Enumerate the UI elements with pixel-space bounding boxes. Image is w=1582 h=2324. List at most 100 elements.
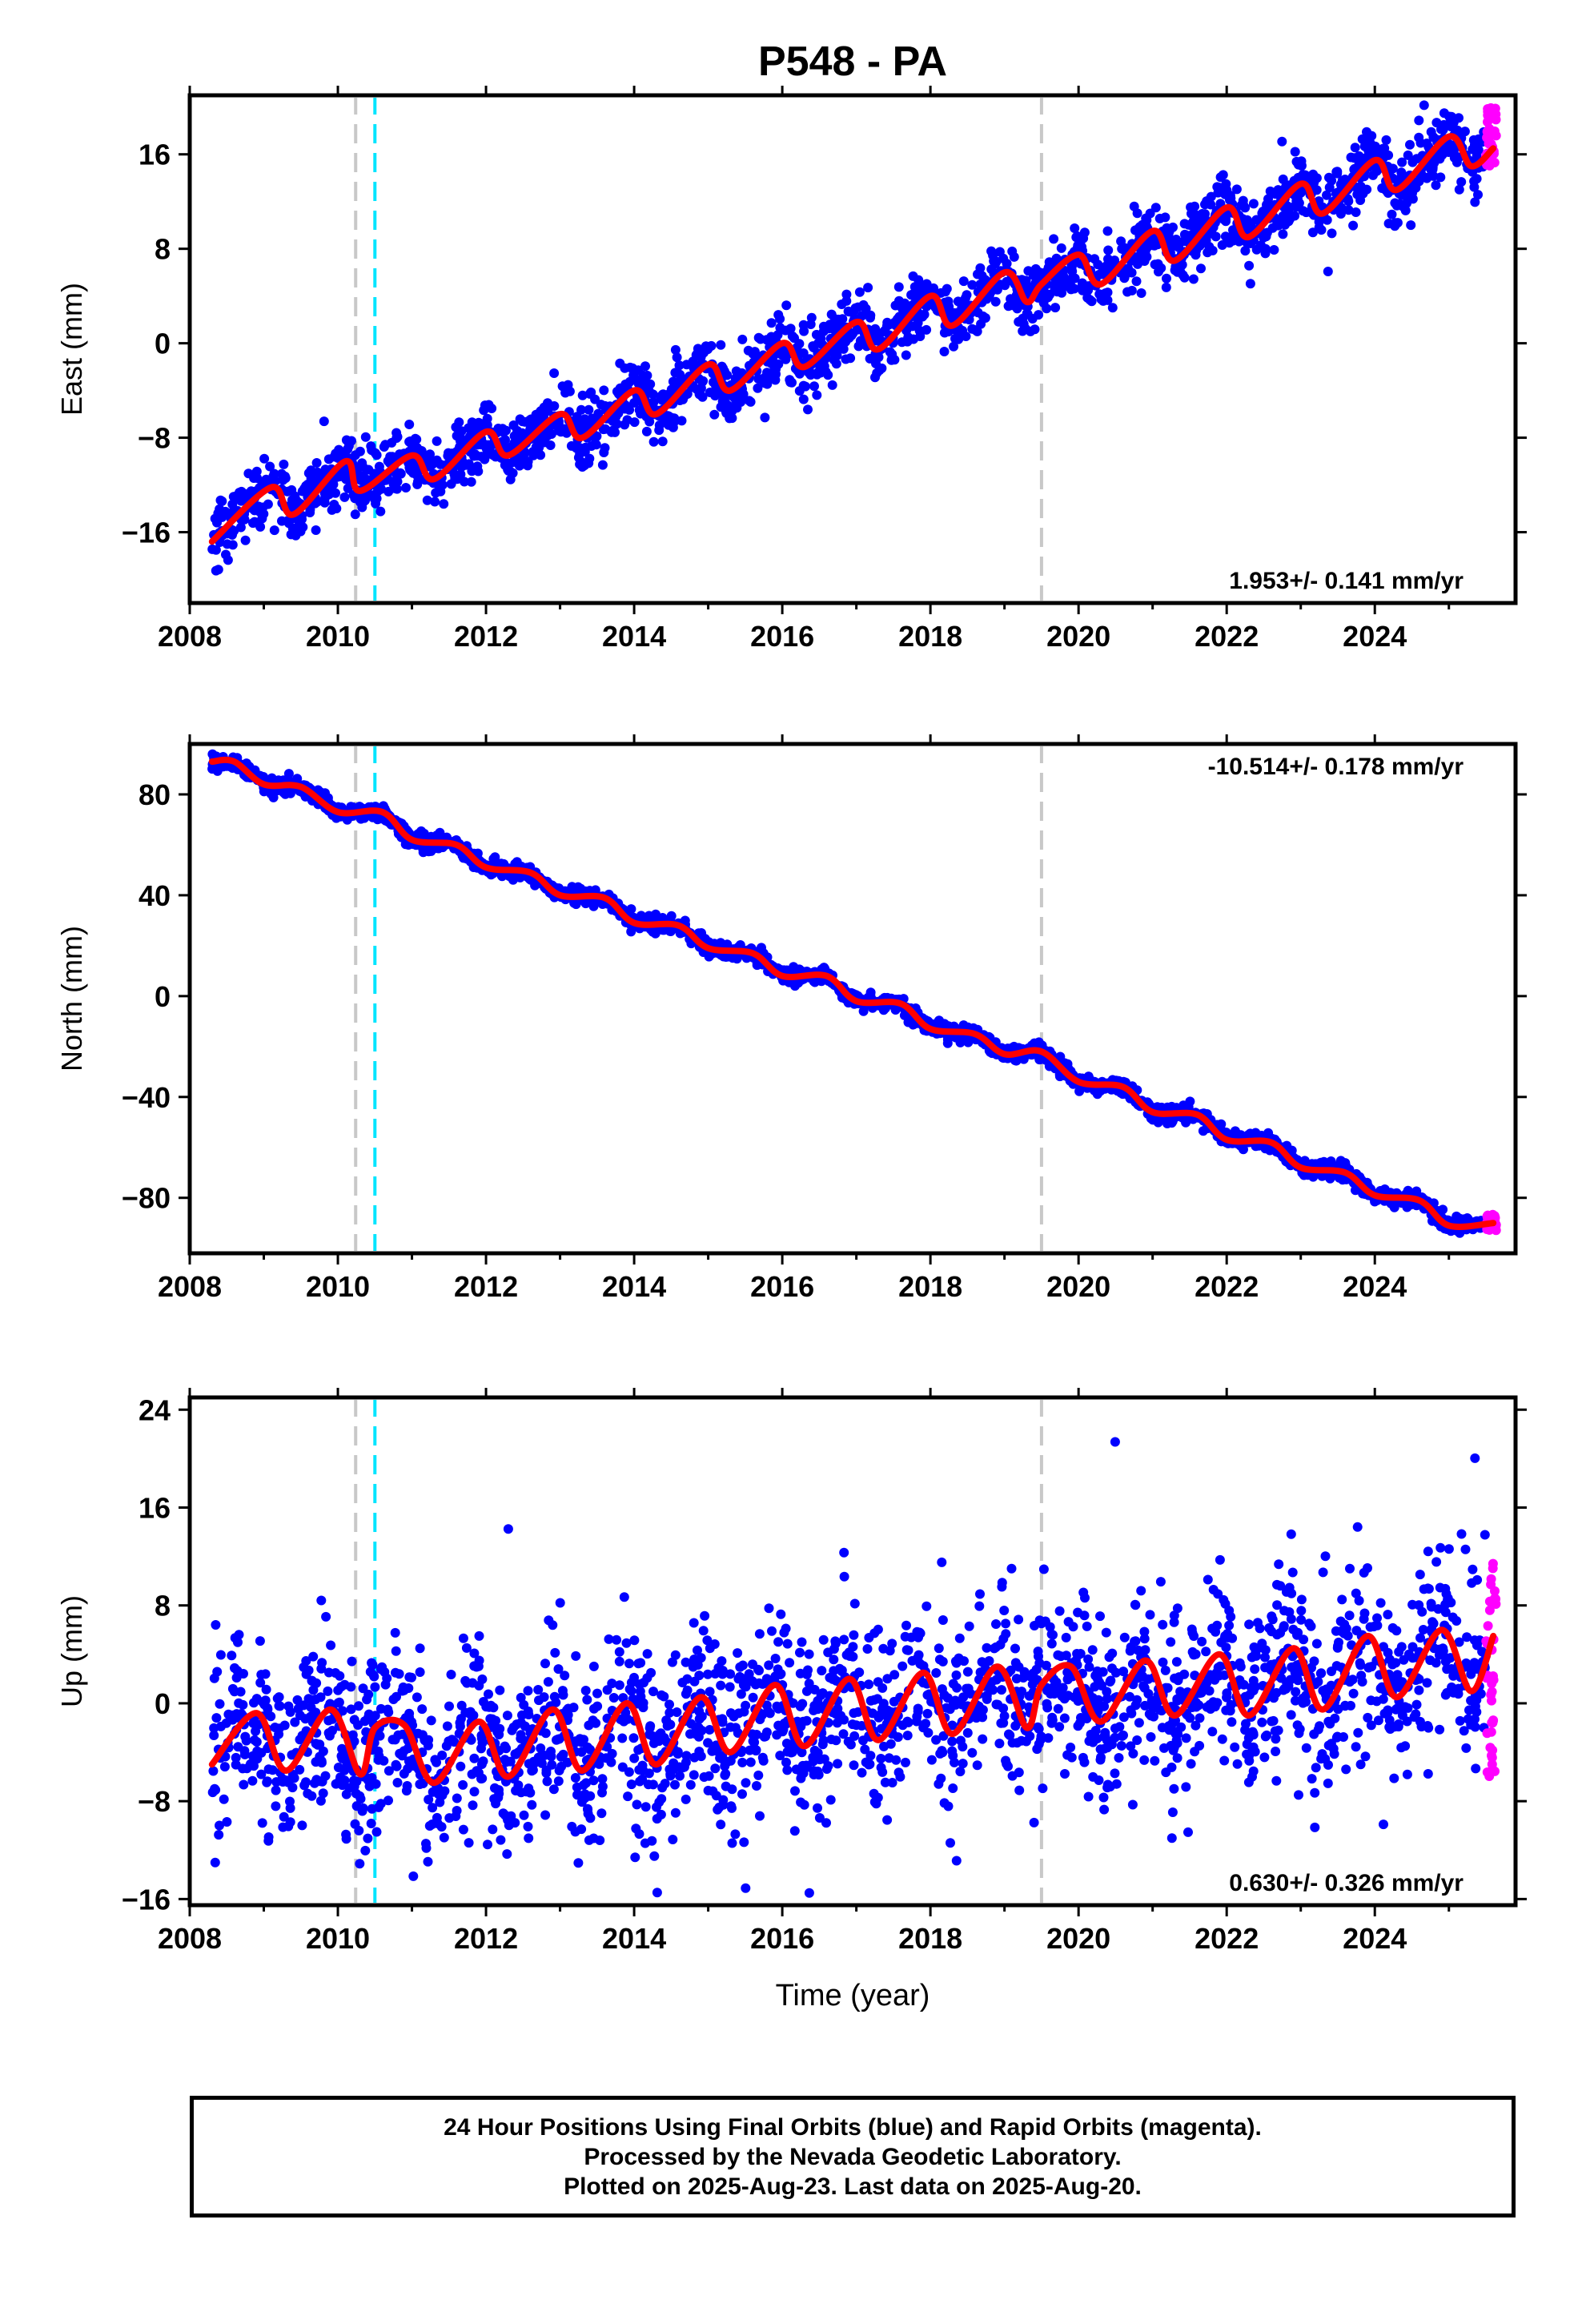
east-final-point	[753, 383, 763, 393]
up-final-point	[864, 1679, 874, 1690]
east-final-point	[430, 497, 440, 507]
east-final-point	[1454, 184, 1464, 195]
east-final-point	[213, 508, 223, 518]
east-final-point	[213, 565, 223, 575]
east-final-point	[854, 287, 865, 297]
east-final-point	[1278, 229, 1288, 239]
east-model-fit-line	[208, 133, 1497, 545]
east-final-point	[350, 450, 360, 460]
east-xtick-label: 2016	[750, 620, 814, 653]
east-final-point	[777, 350, 787, 360]
east-final-point	[714, 388, 725, 398]
east-final-point	[263, 499, 273, 509]
east-final-point	[1131, 276, 1142, 287]
east-final-point	[539, 432, 549, 442]
east-final-point	[1411, 154, 1422, 164]
east-final-point	[986, 246, 997, 256]
up-final-point	[1392, 1670, 1403, 1680]
east-final-point	[443, 451, 453, 461]
east-final-point	[487, 404, 497, 413]
up-final-point	[271, 1785, 281, 1795]
east-final-point	[1110, 255, 1120, 266]
east-final-point	[1364, 133, 1375, 143]
east-final-point	[1161, 282, 1171, 292]
east-final-point	[1273, 187, 1283, 198]
east-final-point	[961, 293, 970, 304]
up-final-point	[442, 1721, 452, 1731]
east-final-point	[989, 256, 999, 266]
east-ylabel: East (mm)	[55, 283, 88, 416]
east-final-point	[737, 334, 748, 344]
north-ytick-label: 80	[139, 778, 171, 811]
east-final-point	[1283, 205, 1294, 215]
east-final-point	[1400, 205, 1411, 215]
east-final-point	[1258, 207, 1268, 216]
east-final-point	[311, 525, 321, 535]
east-final-point	[363, 464, 374, 475]
east-final-point	[379, 442, 389, 452]
east-final-point	[335, 448, 346, 459]
east-ytick-label: 8	[155, 233, 171, 266]
north-xtick-label: 2012	[454, 1270, 518, 1303]
east-final-point	[1263, 194, 1273, 204]
north-xtick-label: 2020	[1046, 1270, 1110, 1303]
north-xtick-label: 2010	[306, 1270, 370, 1303]
east-final-point	[1383, 150, 1394, 160]
east-final-point	[674, 360, 685, 371]
east-final-point	[1351, 207, 1361, 217]
up-final-point	[887, 1778, 897, 1787]
east-final-point	[392, 476, 403, 487]
east-final-point	[648, 436, 659, 447]
east-xtick-label: 2010	[306, 620, 370, 653]
east-final-point	[543, 404, 553, 414]
east-final-point	[973, 308, 983, 318]
east-final-point	[1456, 177, 1467, 187]
up-final-point	[1341, 1764, 1351, 1775]
east-final-point	[852, 324, 862, 335]
up-final-point	[951, 1856, 962, 1866]
east-final-point	[466, 476, 476, 487]
east-final-point	[340, 469, 351, 480]
east-final-point	[921, 324, 932, 335]
east-final-point	[1343, 205, 1354, 215]
up-final-point	[1351, 1742, 1361, 1752]
east-final-point	[576, 404, 586, 415]
north-final-point	[268, 792, 279, 802]
east-final-point	[705, 388, 715, 397]
east-final-point	[834, 340, 845, 351]
east-final-point	[254, 501, 264, 512]
east-final-point	[1468, 135, 1479, 145]
east-final-point	[1207, 228, 1217, 239]
east-final-point	[1179, 229, 1190, 239]
up-final-point	[524, 1833, 534, 1844]
east-final-point	[1130, 225, 1140, 235]
east-final-point	[670, 368, 681, 378]
east-final-point	[1262, 227, 1272, 238]
north-final-point	[285, 788, 295, 798]
east-final-point	[893, 282, 904, 292]
east-final-point	[914, 325, 925, 336]
north-rate-label: -10.514+/- 0.178 mm/yr	[1208, 754, 1464, 780]
up-final-point	[1118, 1667, 1129, 1677]
east-final-point	[286, 529, 296, 540]
east-final-point	[1078, 233, 1089, 243]
east-final-point	[240, 535, 251, 545]
east-final-point	[1018, 326, 1028, 336]
east-final-point	[575, 459, 585, 469]
east-final-point	[1244, 260, 1255, 271]
north-final-point	[1308, 1172, 1319, 1182]
east-final-point	[1215, 183, 1225, 194]
up-final-point	[619, 1592, 629, 1602]
east-final-point	[986, 264, 997, 275]
east-final-point	[1228, 233, 1239, 243]
north-xtick-label: 2014	[602, 1270, 666, 1303]
north-final-point	[858, 1006, 869, 1016]
east-final-point	[401, 483, 411, 493]
east-final-point	[323, 483, 334, 493]
east-final-point	[819, 361, 829, 372]
east-final-point	[1414, 176, 1424, 187]
east-final-point	[1154, 213, 1165, 223]
east-final-point	[227, 499, 238, 509]
up-final-point	[716, 1819, 726, 1830]
east-final-point	[1102, 226, 1113, 236]
